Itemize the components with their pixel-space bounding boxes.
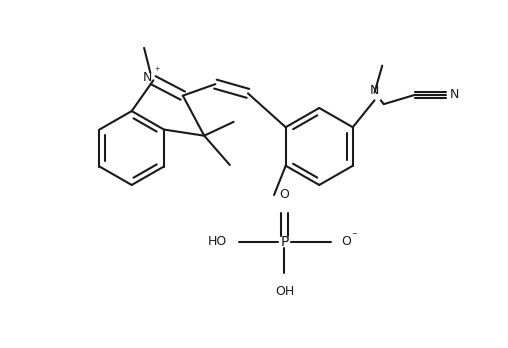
Text: $^+$: $^+$ [153, 66, 162, 76]
Text: N: N [370, 84, 379, 97]
Text: N: N [142, 71, 152, 85]
Text: $^{-}$: $^{-}$ [351, 231, 358, 241]
Text: O: O [279, 188, 290, 201]
Text: HO: HO [208, 236, 227, 248]
Text: P: P [280, 235, 289, 249]
Text: OH: OH [275, 285, 294, 298]
Text: N: N [450, 88, 459, 101]
Text: O: O [342, 236, 352, 248]
